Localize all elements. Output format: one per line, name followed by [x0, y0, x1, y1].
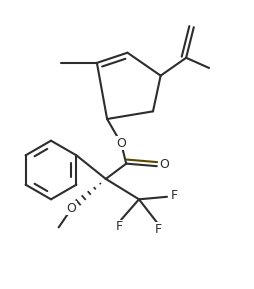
Text: O: O	[116, 137, 125, 150]
Text: F: F	[154, 223, 161, 236]
Text: O: O	[159, 158, 169, 171]
Text: F: F	[115, 221, 122, 233]
Text: F: F	[170, 189, 177, 202]
Text: O: O	[66, 202, 76, 215]
